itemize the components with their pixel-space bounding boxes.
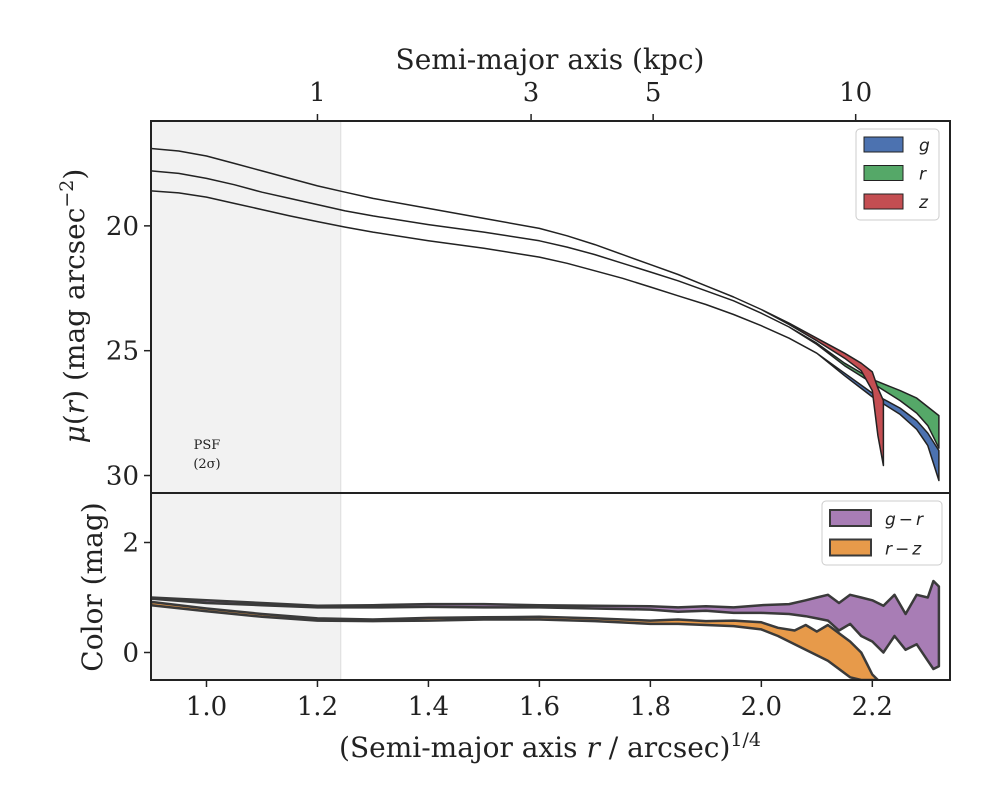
bottom-y-ticks: 02	[122, 529, 151, 669]
ytick-label: 2	[122, 529, 139, 559]
legend-swatch	[863, 165, 904, 181]
top-x-axis-title: Semi-major axis (kpc)	[396, 43, 705, 76]
ytick-label: 25	[106, 337, 139, 367]
psf-label-line2: (2σ)	[193, 457, 220, 472]
kpc-tick-label: 10	[839, 78, 872, 108]
ytick-label: 0	[122, 639, 139, 669]
kpc-tick-label: 1	[309, 78, 326, 108]
xlabel-pre: (Semi-major axis	[339, 731, 586, 764]
xlabel-post: / arcsec)	[600, 731, 731, 764]
color-bands	[151, 579, 941, 680]
top-y-ticks: 20 25 30	[106, 212, 151, 492]
psf-region	[151, 121, 341, 493]
kpc-tick-label: 5	[645, 78, 662, 108]
xtick-label: 1.0	[186, 692, 227, 722]
top-legend: grz	[855, 128, 940, 221]
xtick-label: 1.2	[297, 692, 338, 722]
ylabel-close: )	[58, 169, 91, 180]
xlabel-sup: 1/4	[730, 729, 761, 751]
bottom-legend: g − r r − z	[821, 500, 943, 566]
ylabel-rest: ) (mag arcsec	[58, 208, 91, 401]
top-kpc-ticks: 1 3 5 10	[309, 78, 872, 121]
bottom-y-axis-title: Color (mag)	[76, 502, 109, 671]
color-panel: 02 1.0 1.2 1.4 1.6 1.8 2.0 2.2 Color (mag) (Se…	[76, 492, 951, 764]
xtick-label: 1.8	[630, 692, 671, 722]
ylabel-r: r	[58, 399, 91, 414]
bottom-x-axis-title: (Semi-major axis r / arcsec)1/4	[339, 729, 761, 764]
legend-label: z	[918, 193, 929, 213]
legend-label: g − r	[885, 510, 924, 530]
band-g	[151, 190, 940, 482]
xtick-label: 2.0	[741, 692, 782, 722]
band-r-minus-z	[151, 600, 880, 680]
legend-label: r	[919, 165, 927, 185]
xtick-label: 1.4	[408, 692, 449, 722]
xlabel-r: r	[586, 731, 601, 764]
top-y-axis-title: μ(r) (mag arcsec−2)	[56, 169, 91, 444]
legend-swatch	[863, 193, 904, 210]
ylabel-sup: −2	[56, 180, 78, 208]
kpc-tick-label: 3	[523, 78, 540, 108]
xtick-label: 2.2	[852, 692, 893, 722]
bottom-x-ticks: 1.0 1.2 1.4 1.6 1.8 2.0 2.2	[186, 680, 893, 722]
profile-bands	[151, 147, 940, 482]
legend-swatch	[863, 136, 904, 153]
legend-swatch	[829, 509, 872, 527]
ytick-label: 30	[106, 462, 139, 492]
legend-swatch	[829, 538, 872, 557]
psf-region-bottom	[151, 493, 341, 680]
band-g-minus-r	[151, 579, 941, 671]
psf-label-line1: PSF	[194, 438, 221, 453]
band-z	[151, 147, 885, 467]
legend-label: g	[919, 136, 930, 156]
ytick-label: 20	[106, 212, 139, 242]
legend-label: r − z	[885, 540, 922, 560]
band-r	[151, 170, 940, 449]
ylabel-open: (	[58, 414, 91, 425]
ylabel-mu: μ	[58, 425, 91, 443]
bottom-axes-frame	[150, 492, 951, 681]
xtick-label: 1.6	[519, 692, 560, 722]
